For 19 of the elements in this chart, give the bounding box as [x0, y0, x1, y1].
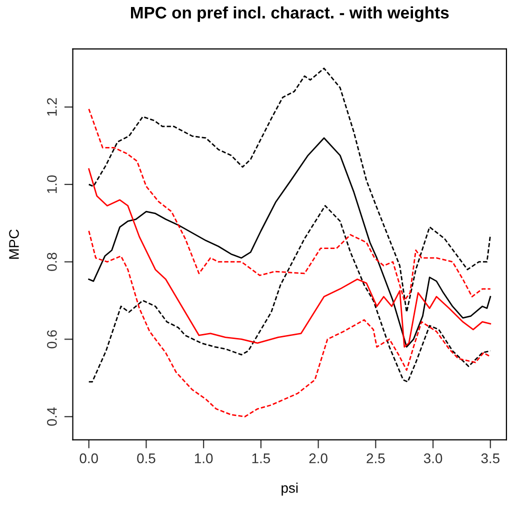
- x-tick-label: 1.0: [194, 453, 213, 464]
- y-axis-title: MPC: [9, 230, 19, 259]
- x-tick-label: 0.0: [80, 453, 98, 464]
- y-tick-label: 0.6: [47, 330, 57, 348]
- line-series: [88, 230, 492, 418]
- chart-title: MPC on pref incl. charact. - with weights: [131, 6, 449, 22]
- x-axis-title: psi: [282, 482, 298, 496]
- x-tick-label: 2.0: [309, 453, 328, 464]
- x-tick-label: 3.5: [481, 453, 500, 464]
- y-tick-label: 1.0: [47, 175, 57, 194]
- x-tick-label: 3.0: [424, 453, 442, 464]
- x-tick-label: 1.5: [252, 454, 270, 464]
- line-series: [88, 68, 492, 313]
- line-series: [88, 205, 492, 382]
- x-tick-label: 2.5: [366, 453, 385, 464]
- x-tick-label: 0.5: [137, 453, 156, 464]
- y-tick-label: 0.8: [47, 252, 57, 271]
- y-tick-label: 1.2: [47, 98, 57, 116]
- y-tick-label: 0.4: [47, 407, 57, 426]
